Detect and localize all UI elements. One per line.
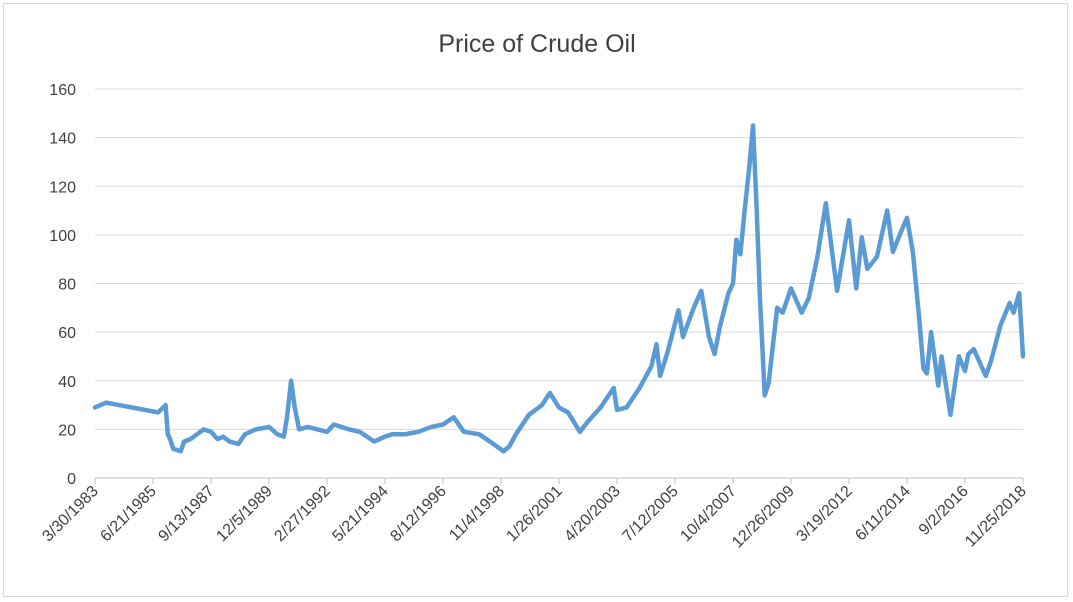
x-tick-label: 6/21/1985 bbox=[97, 483, 159, 545]
y-tick-label: 160 bbox=[49, 82, 76, 99]
x-tick-label: 5/21/1994 bbox=[329, 483, 391, 545]
y-tick-label: 40 bbox=[58, 374, 76, 391]
x-tick-label: 11/4/1998 bbox=[446, 483, 508, 545]
y-tick-label: 100 bbox=[49, 228, 76, 245]
y-tick-label: 60 bbox=[58, 325, 76, 342]
y-tick-label: 0 bbox=[67, 471, 76, 488]
x-tick-label: 12/26/2009 bbox=[729, 483, 798, 552]
x-tick-label: 3/19/2012 bbox=[793, 483, 855, 545]
x-tick-label: 9/13/1987 bbox=[155, 483, 217, 545]
series-group bbox=[92, 123, 1026, 454]
chart-title: Price of Crude Oil bbox=[438, 30, 635, 58]
x-tick-label: 11/25/2018 bbox=[962, 483, 1030, 551]
x-tick-label: 6/11/2014 bbox=[852, 483, 914, 545]
y-tick-label: 120 bbox=[49, 179, 76, 196]
x-tick-label: 7/12/2005 bbox=[619, 483, 681, 545]
series-line bbox=[92, 123, 1026, 454]
x-axis-labels: 3/30/19836/21/19859/13/198712/5/19892/27… bbox=[39, 483, 1029, 552]
x-tick-label: 3/30/1983 bbox=[39, 483, 101, 545]
x-tick-label: 12/5/1989 bbox=[213, 483, 275, 545]
y-tick-label: 140 bbox=[49, 131, 76, 148]
x-tick-label: 2/27/1992 bbox=[271, 483, 333, 545]
y-axis-labels: 0 20 40 60 80 100 120 140 160 bbox=[49, 82, 76, 488]
x-tick-label: 4/20/2003 bbox=[561, 483, 623, 545]
x-tick-label: 10/4/2007 bbox=[677, 483, 739, 545]
grid bbox=[95, 88, 1023, 430]
x-tick-label: 9/2/2016 bbox=[916, 483, 972, 539]
x-tick-label: 1/26/2001 bbox=[503, 483, 565, 545]
chart-frame bbox=[3, 3, 1068, 597]
x-tick-label: 8/12/1996 bbox=[387, 483, 449, 545]
y-tick-label: 20 bbox=[58, 422, 76, 439]
x-axis bbox=[94, 477, 1024, 484]
y-tick-label: 80 bbox=[58, 277, 76, 294]
